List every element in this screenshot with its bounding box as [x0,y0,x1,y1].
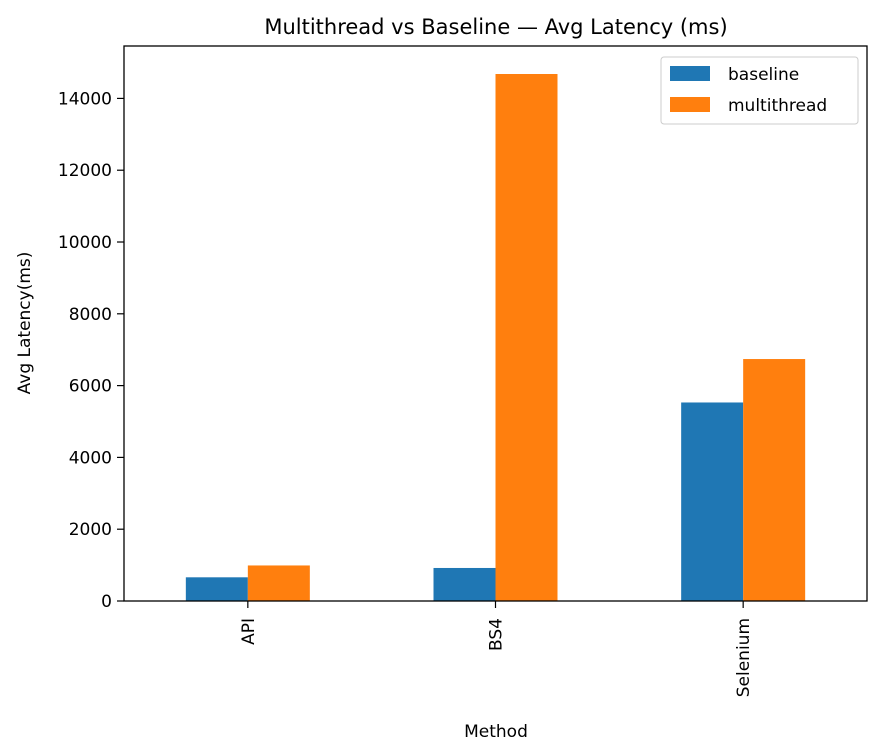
bar-multithread-api [247,565,310,601]
bar-baseline-bs4 [433,567,496,601]
bar-multithread-bs4 [495,74,558,602]
y-axis-label: Avg Latency(ms) [15,252,35,395]
legend: baseline multithread [660,56,859,125]
y-tick-label: 14000 [58,89,112,109]
bars-layer [185,74,806,602]
y-tick-label: 2000 [69,520,112,540]
x-tick-label-bs4: BS4 [487,618,507,651]
plot-frame [123,45,868,602]
y-tick-label: 8000 [69,305,112,325]
legend-swatch-multithread [670,97,710,112]
chart-title: Multithread vs Baseline — Avg Latency (m… [264,15,727,39]
legend-label-multithread: multithread [728,96,827,116]
y-tick-label: 10000 [58,233,112,253]
x-tick-label-api: API [239,618,259,645]
x-axis-ticks: API BS4 Selenium [239,601,754,697]
y-tick-label: 0 [101,592,112,612]
bar-baseline-selenium [681,402,744,601]
x-tick-label-selenium: Selenium [734,618,754,697]
legend-box [660,56,859,125]
legend-swatch-baseline [670,66,710,81]
bar-multithread-selenium [743,359,806,601]
y-axis-ticks: 0 2000 4000 6000 8000 10000 12000 14000 [58,89,124,612]
y-tick-label: 12000 [58,161,112,181]
y-tick-label: 6000 [69,377,112,397]
bar-baseline-api [185,577,248,601]
y-tick-label: 4000 [69,448,112,468]
x-axis-label: Method [464,722,528,742]
legend-label-baseline: baseline [728,65,799,85]
